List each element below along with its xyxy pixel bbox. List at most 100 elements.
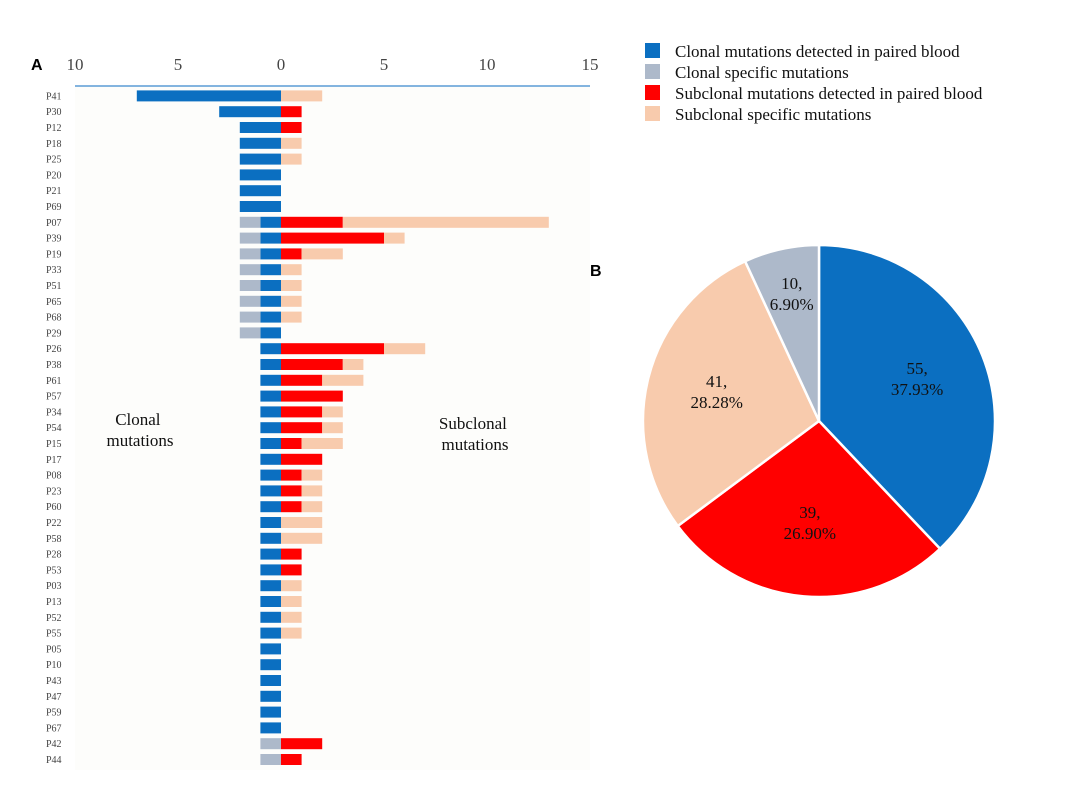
bar-clonal-blood <box>260 627 281 639</box>
legend-label-clonal-blood: Clonal mutations detected in paired bloo… <box>675 42 960 61</box>
pie-label-line: 28.28% <box>690 393 742 412</box>
legend-swatch-subclonal-blood <box>645 85 660 100</box>
pie-label-subclonal-blood: 39, 26.90% <box>784 503 836 543</box>
bar-subclonal-specific <box>281 311 302 323</box>
bar-clonal-blood <box>260 469 281 481</box>
bar-subclonal-specific <box>384 343 426 355</box>
patient-label: P34 <box>46 407 62 418</box>
patient-label: P60 <box>46 502 62 513</box>
patient-label: P25 <box>46 155 62 166</box>
bar-subclonal-blood <box>281 390 343 402</box>
pie-label-subclonal-specific: 41, 28.28% <box>690 372 742 412</box>
panel-label-a: A <box>31 57 43 74</box>
bar-clonal-specific <box>260 738 281 750</box>
bar-subclonal-specific <box>342 216 549 228</box>
bar-clonal-blood <box>239 169 281 181</box>
legend-label-subclonal-blood: Subclonal mutations detected in paired b… <box>675 84 983 103</box>
pie-label-line: 55, <box>906 359 927 378</box>
bar-clonal-blood <box>260 406 281 418</box>
patient-label: P38 <box>46 360 62 371</box>
x-tick-label: 15 <box>582 55 599 74</box>
patient-label: P08 <box>46 471 62 482</box>
patient-label: P69 <box>46 202 62 213</box>
legend-label-clonal-specific: Clonal specific mutations <box>675 63 849 82</box>
bar-clonal-specific <box>239 216 261 228</box>
bar-subclonal-specific <box>281 280 302 291</box>
patient-label: P15 <box>46 439 62 450</box>
bar-subclonal-blood <box>281 548 302 560</box>
bar-clonal-blood <box>260 327 281 339</box>
bar-subclonal-blood <box>281 501 302 513</box>
pie-label-line: 10, <box>781 274 802 293</box>
bar-subclonal-specific <box>281 153 302 165</box>
bar-clonal-blood <box>239 201 281 212</box>
patient-label: P03 <box>46 581 62 592</box>
bar-clonal-blood <box>219 106 281 118</box>
patient-label: P68 <box>46 313 62 324</box>
patient-label: P10 <box>46 660 62 671</box>
patient-label: P43 <box>46 676 62 687</box>
pie-slice-subclonal-blood <box>675 419 942 599</box>
bar-subclonal-blood <box>281 438 302 449</box>
bar-clonal-specific <box>260 754 281 765</box>
patient-label: P59 <box>46 708 62 719</box>
bar-clonal-blood <box>260 611 281 623</box>
bar-clonal-specific <box>239 264 261 276</box>
bar-subclonal-specific <box>281 611 302 623</box>
x-tick-label: 5 <box>174 55 183 74</box>
bar-subclonal-specific <box>322 422 343 434</box>
bar-clonal-blood <box>260 438 281 449</box>
annotation-subclonal-line2: mutations <box>441 435 508 454</box>
bar-subclonal-blood <box>281 453 323 465</box>
pie-label-clonal-specific: 10, 6.90% <box>770 274 814 314</box>
bar-subclonal-specific <box>281 580 302 592</box>
patient-label: P41 <box>46 91 62 102</box>
bar-clonal-blood <box>260 706 281 718</box>
patient-label: P05 <box>46 644 62 655</box>
pie-label-line: 6.90% <box>770 295 814 314</box>
bar-clonal-blood <box>260 485 281 497</box>
bar-clonal-blood <box>260 248 281 260</box>
bar-clonal-blood <box>239 185 281 197</box>
bar-clonal-blood <box>239 153 281 165</box>
patient-label: P12 <box>46 123 62 134</box>
patient-label: P58 <box>46 534 62 545</box>
bar-clonal-blood <box>260 596 281 607</box>
bar-subclonal-specific <box>322 374 364 386</box>
patient-label: P22 <box>46 518 62 529</box>
annotation-clonal: Clonal mutations <box>106 410 173 450</box>
bar-clonal-blood <box>260 264 281 276</box>
bars <box>136 90 549 765</box>
bar-clonal-blood <box>239 122 281 133</box>
patient-label: P30 <box>46 107 62 118</box>
pie-slice-clonal-blood <box>817 243 997 551</box>
bar-subclonal-specific <box>301 501 323 513</box>
patient-label: P17 <box>46 455 62 466</box>
bar-subclonal-blood <box>281 374 323 386</box>
patient-label: P07 <box>46 218 62 229</box>
legend-swatch-clonal-specific <box>645 64 660 79</box>
bar-clonal-specific <box>239 327 261 339</box>
patient-label: P29 <box>46 328 62 339</box>
bar-subclonal-specific <box>281 295 302 307</box>
patient-label: P42 <box>46 739 62 750</box>
bar-clonal-blood <box>260 280 281 291</box>
bar-clonal-specific <box>239 248 261 260</box>
patient-label: P28 <box>46 550 62 561</box>
pie-label-line: 41, <box>706 372 727 391</box>
bar-subclonal-specific <box>281 532 323 544</box>
annotation-subclonal: Subclonal mutations <box>439 414 511 454</box>
bar-clonal-blood <box>260 675 281 686</box>
bar-clonal-blood <box>260 643 281 655</box>
annotation-clonal-line1: Clonal <box>115 410 161 429</box>
annotation-subclonal-line1: Subclonal <box>439 414 507 433</box>
patient-label: P55 <box>46 629 62 640</box>
bar-clonal-specific <box>239 311 261 323</box>
bar-clonal-blood <box>260 232 281 244</box>
bar-subclonal-blood <box>281 343 384 355</box>
patient-label: P19 <box>46 249 62 260</box>
bar-subclonal-specific <box>301 469 323 481</box>
bar-chart-panel: A 10 5 0 5 10 15 P41P30P12P18P25P20P21P69P07P… <box>31 55 599 770</box>
patient-label: P13 <box>46 597 62 608</box>
